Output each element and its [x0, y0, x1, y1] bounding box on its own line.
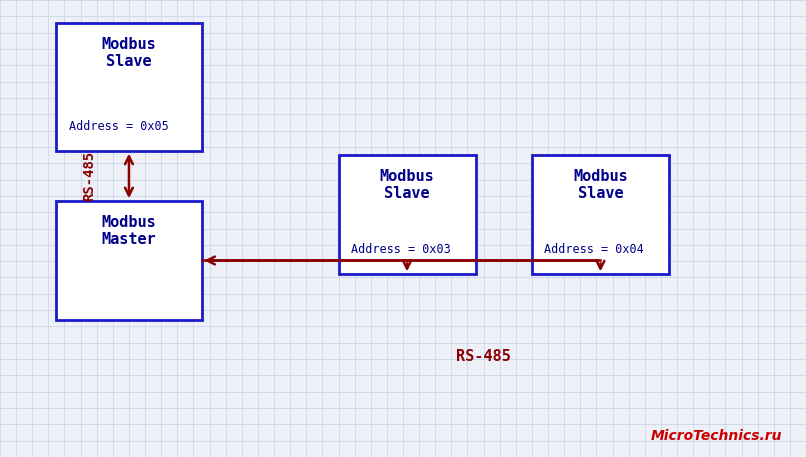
Text: Address = 0x04: Address = 0x04 [544, 243, 644, 256]
Bar [339, 155, 476, 274]
Text: Modbus
Master: Modbus Master [102, 215, 156, 247]
Text: Address = 0x05: Address = 0x05 [69, 120, 168, 133]
Text: Modbus
Slave: Modbus Slave [573, 169, 628, 202]
Text: RS-485: RS-485 [456, 349, 511, 364]
Text: RS-485: RS-485 [81, 151, 96, 201]
Bar [56, 23, 202, 151]
Text: Modbus
Slave: Modbus Slave [380, 169, 434, 202]
Bar [532, 155, 669, 274]
Bar [56, 201, 202, 320]
Text: MicroTechnics.ru: MicroTechnics.ru [650, 429, 782, 443]
Text: Address = 0x03: Address = 0x03 [351, 243, 451, 256]
Text: Modbus
Slave: Modbus Slave [102, 37, 156, 69]
